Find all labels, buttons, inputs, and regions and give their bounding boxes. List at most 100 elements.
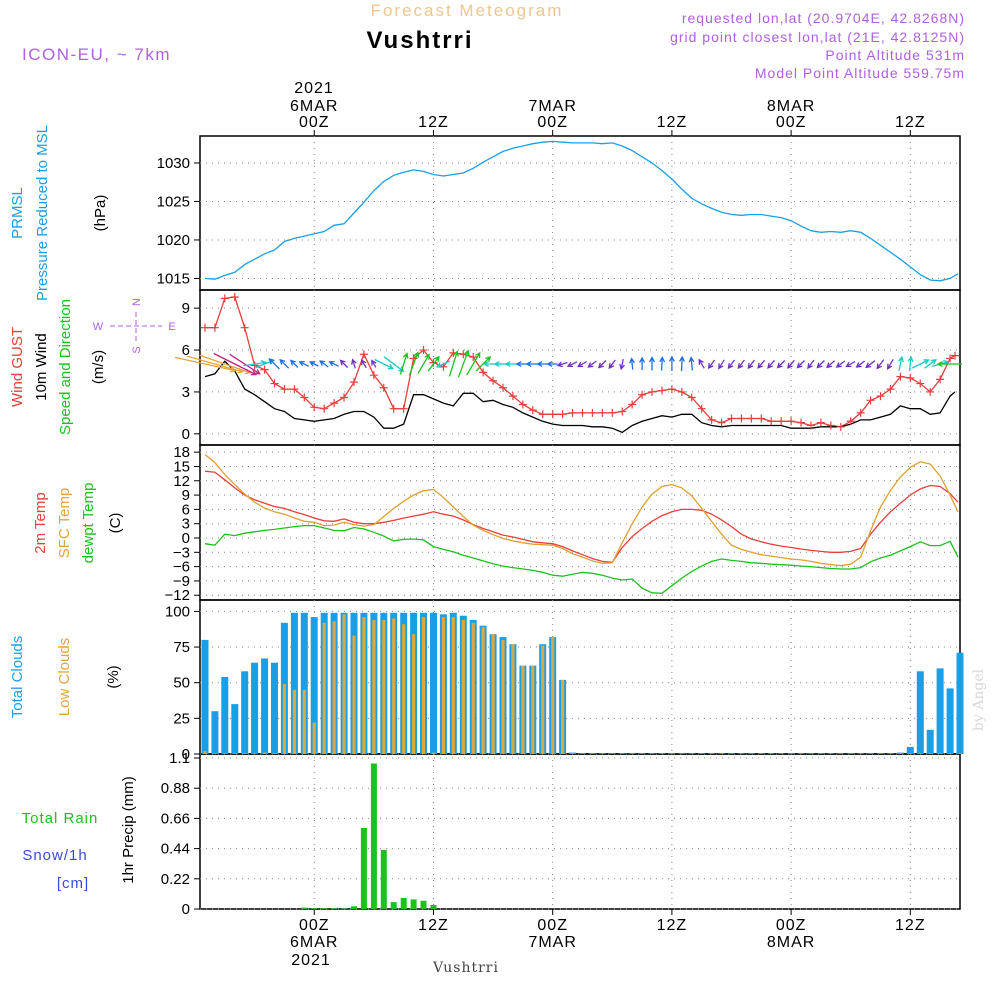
precip-legend-label: Snow/1h — [22, 847, 87, 864]
temperature-unit: (C) — [107, 513, 124, 534]
wind-arrow — [907, 355, 914, 371]
clouds-bar — [352, 635, 356, 754]
gust-marker — [856, 408, 865, 417]
clouds-bar — [569, 752, 576, 754]
clouds-bar — [430, 612, 437, 754]
gust-marker — [916, 379, 925, 388]
gust-marker — [697, 404, 706, 413]
gust-marker — [608, 408, 617, 417]
clouds-bar — [580, 753, 585, 754]
gust-marker — [558, 410, 567, 419]
model-label: ICON-EU, ~ 7km — [22, 45, 171, 64]
gust-marker — [936, 375, 945, 384]
clouds-bar — [322, 622, 326, 754]
clouds-bar — [471, 622, 475, 754]
gust-marker — [568, 408, 577, 417]
clouds-bar — [938, 753, 942, 754]
pressure-series-line — [204, 140, 959, 282]
clouds-bar — [590, 753, 594, 754]
clouds-bar — [310, 617, 318, 754]
requested-coords: requested lon,lat (20.9704E, 42.8268N) — [682, 10, 965, 26]
precip-bar — [370, 763, 377, 909]
clouds-bar — [372, 620, 376, 754]
clouds-bar — [680, 753, 684, 754]
clouds-bar — [451, 617, 455, 754]
clouds-bar — [946, 688, 954, 754]
model-altitude: Model Point Altitude 559.75m — [755, 65, 965, 81]
wind-arrow — [339, 359, 349, 368]
wind-arrow — [374, 358, 395, 370]
wind-arrow — [536, 361, 548, 367]
clouds-bar — [570, 753, 575, 754]
wind-arrow — [767, 359, 775, 369]
y-tick-label: 9 — [182, 300, 190, 317]
gust-marker — [787, 417, 796, 426]
pressure-panel — [199, 135, 961, 291]
top-time-label: 6MAR — [290, 98, 338, 115]
clouds-bar — [272, 753, 277, 754]
y-tick-label: −3 — [173, 544, 190, 561]
wind-arrow — [876, 359, 885, 370]
top-time-label: 12Z — [895, 114, 926, 131]
clouds-bar — [906, 746, 914, 754]
wind-arrow — [688, 356, 695, 371]
clouds-bar — [926, 729, 934, 754]
gust-marker — [489, 376, 498, 385]
clouds-bar — [431, 752, 436, 754]
compass-south: S — [131, 346, 143, 353]
top-year-label: 2021 — [294, 80, 334, 97]
clouds-bar — [936, 668, 944, 754]
y-tick-label: 15 — [173, 458, 190, 475]
wind-arrow — [807, 359, 815, 370]
y-tick-label: 6 — [182, 501, 190, 518]
precip-bar — [380, 850, 387, 909]
clouds-bar — [392, 618, 396, 754]
temperature-series-line — [204, 453, 959, 567]
gust-marker — [638, 390, 647, 399]
pressure-axis-title: PRMSL — [9, 187, 26, 239]
clouds-bar — [300, 612, 308, 754]
gust-marker — [379, 383, 388, 392]
compass-north: N — [131, 298, 143, 306]
bottom-time-label: 7MAR — [528, 934, 576, 951]
clouds-bar — [620, 753, 624, 754]
gust-marker — [797, 418, 806, 427]
clouds-bar — [690, 753, 694, 754]
clouds-bar — [849, 753, 853, 754]
wind-arrow — [319, 360, 329, 368]
precip-bar — [390, 902, 397, 909]
wind-arrow — [619, 358, 625, 371]
precip-legend-label: [cm] — [57, 875, 89, 892]
clouds-bar — [251, 662, 259, 754]
gust-marker — [230, 292, 239, 301]
gust-marker — [240, 323, 249, 332]
wind-arrow — [577, 360, 588, 368]
wind-arrow — [298, 360, 310, 367]
y-tick-label: −12 — [165, 587, 190, 604]
clouds-bar — [551, 637, 555, 754]
clouds-bar — [888, 753, 893, 754]
clouds-bar — [561, 679, 565, 754]
gust-marker — [951, 351, 960, 360]
clouds-bar — [231, 704, 239, 754]
temperature-series-line — [204, 524, 959, 594]
gust-marker — [419, 346, 428, 355]
gust-marker — [548, 410, 557, 419]
precip-bar — [311, 908, 318, 909]
clouds-axis-title: Low Clouds — [56, 638, 73, 716]
gust-marker — [588, 408, 597, 417]
clouds-bar — [749, 753, 753, 754]
y-tick-label: 50 — [173, 675, 190, 692]
gust-marker — [538, 410, 547, 419]
wind-arrow — [865, 360, 876, 369]
wind-arrow — [707, 359, 716, 370]
wind-arrow — [757, 359, 766, 369]
gust-marker — [707, 415, 716, 424]
clouds-bar — [859, 753, 863, 754]
temperature-axis-title: SFC Temp — [56, 488, 73, 559]
y-tick-label: 0 — [182, 746, 190, 763]
y-tick-label: 0.22 — [161, 871, 190, 888]
wind-arrow — [796, 360, 805, 369]
gust-marker — [618, 407, 627, 416]
